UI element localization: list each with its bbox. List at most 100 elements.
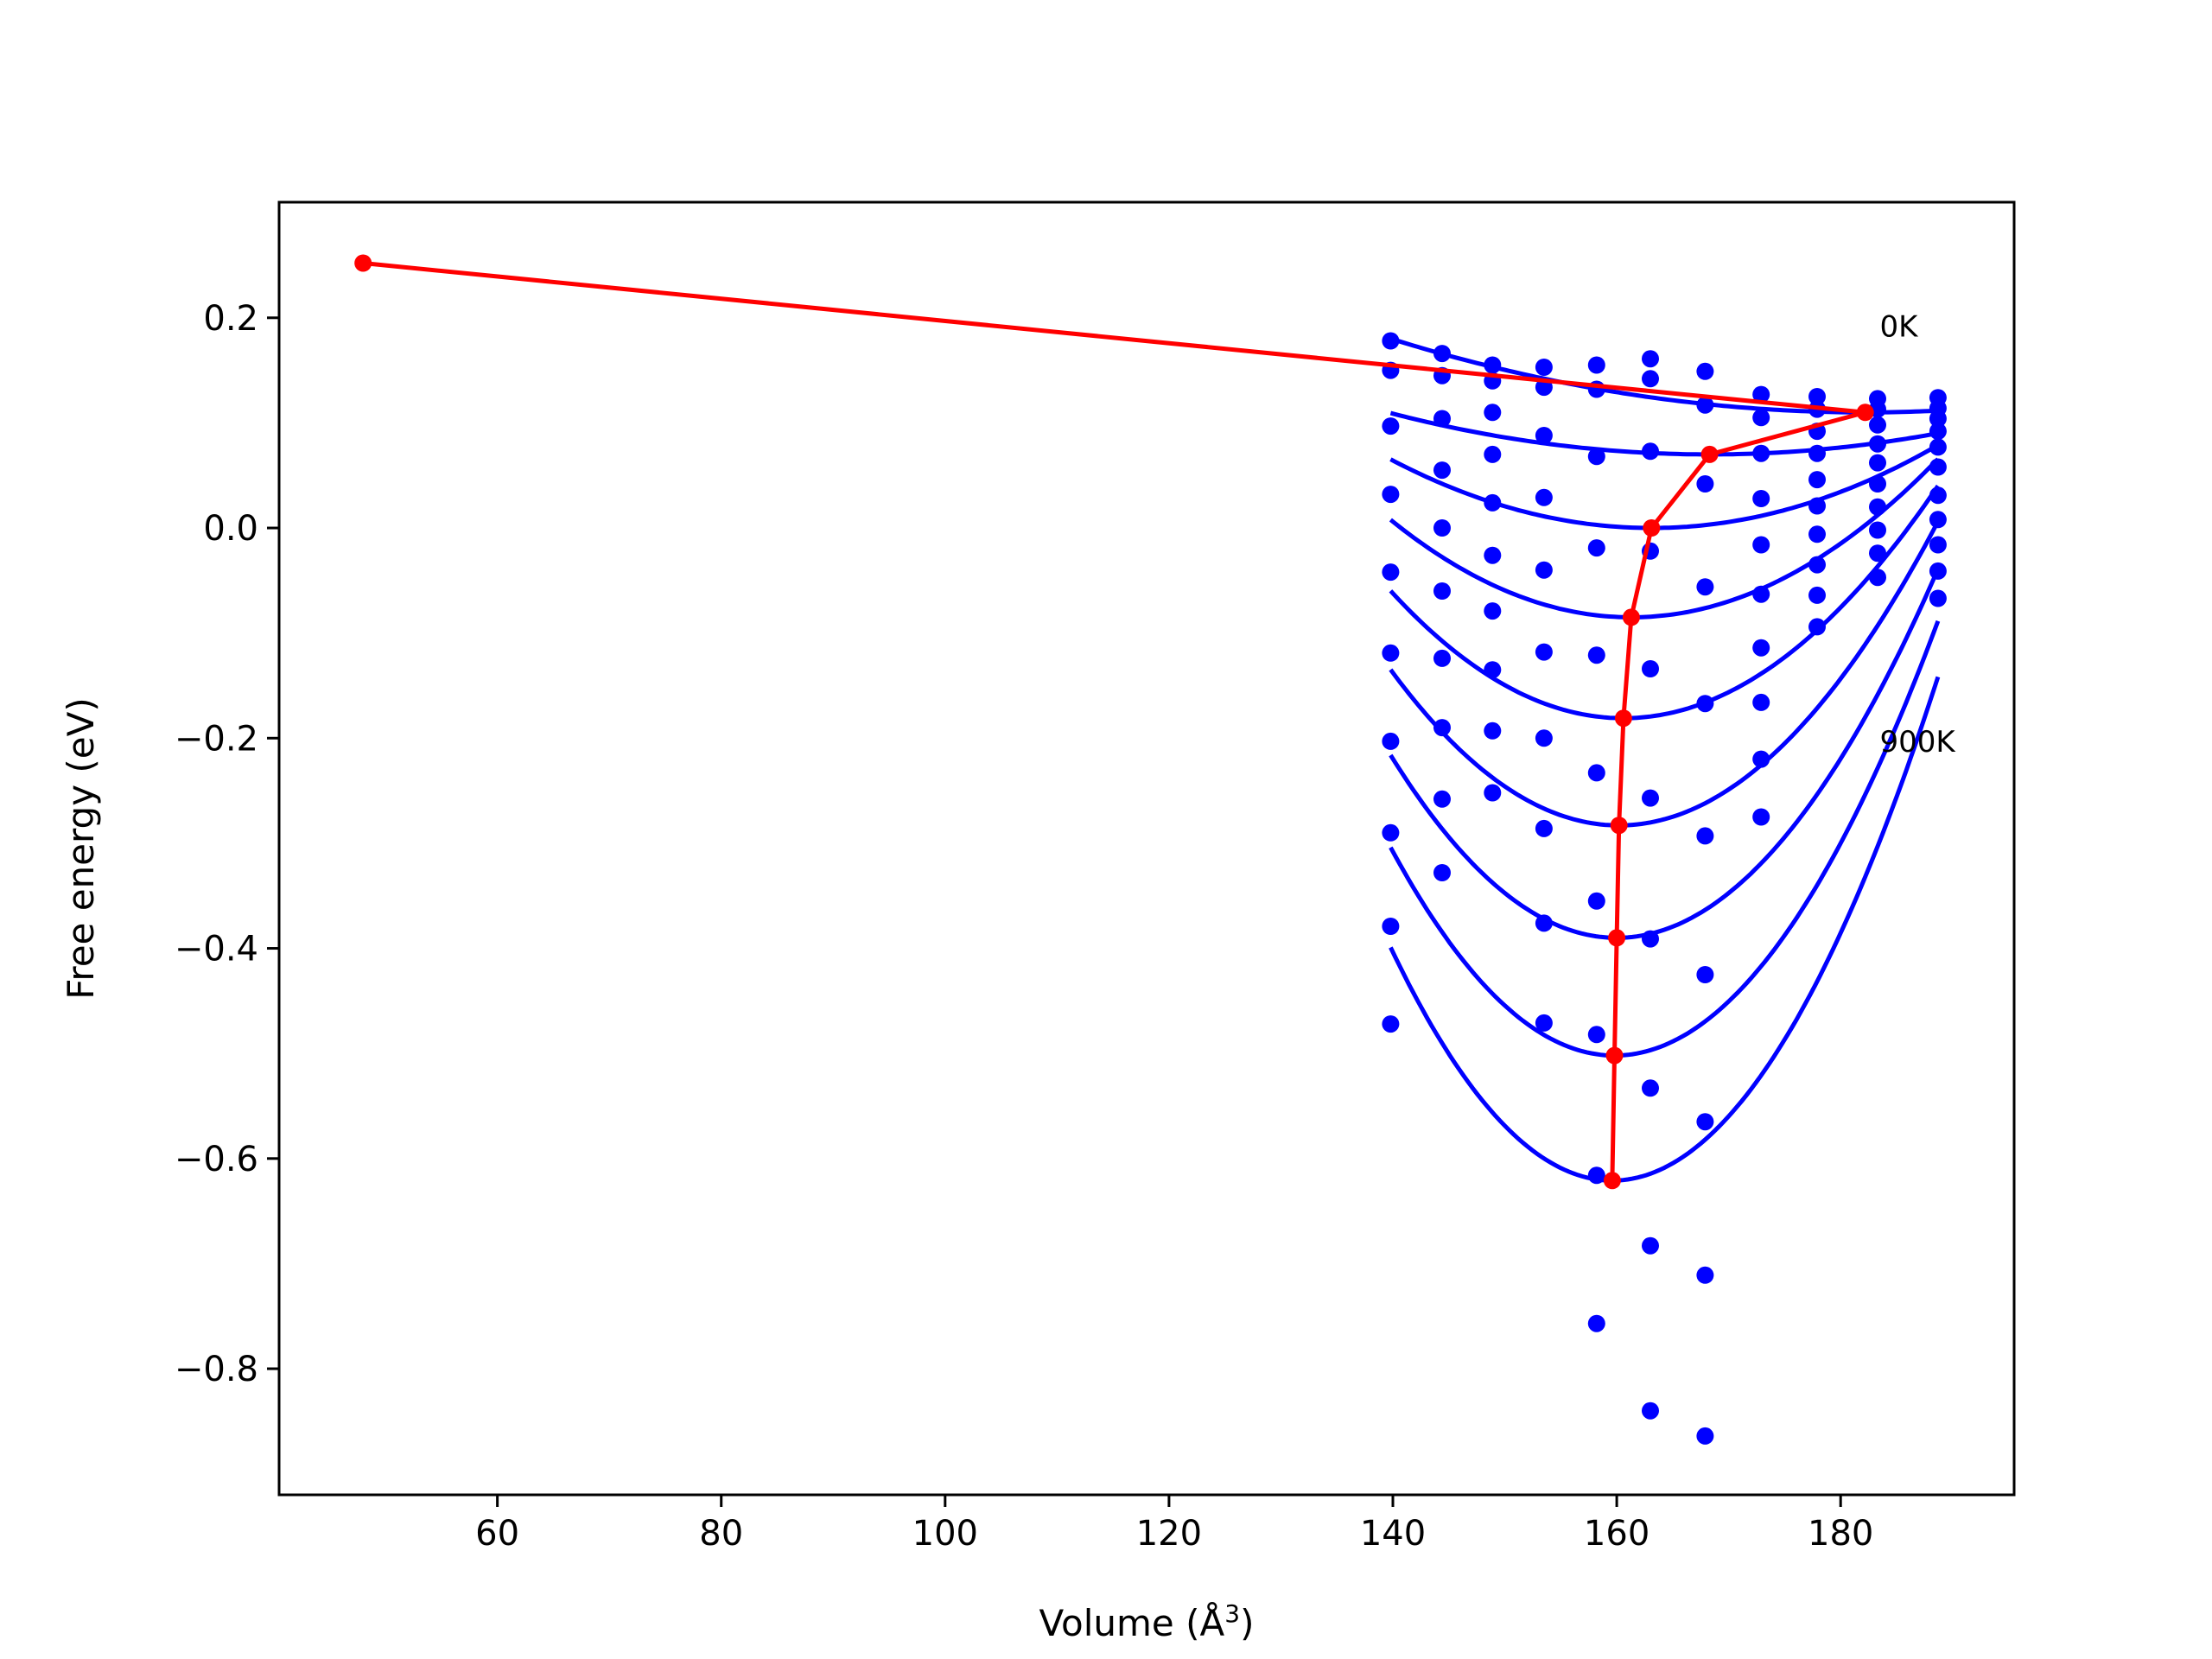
- scatter-point: [1869, 416, 1886, 434]
- x-axis: 60 80 100 120 140 160 180: [475, 1495, 1873, 1554]
- x-tick-label: 80: [699, 1514, 743, 1554]
- scatter-point: [1696, 578, 1714, 596]
- y-tick-label: −0.4: [175, 930, 258, 969]
- scatter-point: [1808, 586, 1826, 604]
- y-tick-label: −0.8: [175, 1350, 258, 1389]
- equilibrium-point: [1700, 445, 1719, 463]
- scatter-point: [1587, 892, 1605, 910]
- scatter-point: [1535, 914, 1553, 932]
- annotation-900K: 900K: [1880, 725, 1957, 760]
- x-axis-label-superscript: 3: [1224, 1599, 1240, 1628]
- scatter-point: [1696, 966, 1714, 983]
- scatter-point: [1587, 764, 1605, 782]
- scatter-point: [1642, 442, 1659, 461]
- scatter-point: [1642, 930, 1659, 948]
- scatter-point: [1433, 649, 1451, 667]
- y-tick-label: 0.2: [203, 299, 258, 339]
- scatter-point: [1484, 356, 1502, 374]
- scatter-point: [1382, 1015, 1400, 1033]
- scatter-point: [1929, 562, 1947, 580]
- scatter-point: [1433, 461, 1451, 480]
- equilibrium-point: [1643, 519, 1661, 537]
- scatter-point: [1752, 639, 1770, 657]
- equilibrium-line: [362, 261, 1868, 1181]
- scatter-point: [1869, 569, 1886, 587]
- scatter-point: [1929, 486, 1947, 505]
- scatter-point: [1696, 827, 1714, 845]
- scatter-point: [1642, 1402, 1659, 1420]
- scatter-point: [1535, 359, 1553, 376]
- scatter-point: [1642, 789, 1659, 807]
- fit-curve-200K: [1389, 443, 1940, 531]
- scatter-point: [1929, 589, 1947, 607]
- y-tick-label: 0.0: [203, 509, 258, 549]
- equilibrium-point: [1610, 817, 1628, 835]
- y-tick-label: −0.6: [175, 1140, 258, 1179]
- scatter-point: [1869, 498, 1886, 516]
- scatter-point: [1696, 695, 1714, 713]
- x-tick-label: 120: [1136, 1514, 1202, 1554]
- scatter-point: [1382, 644, 1400, 662]
- fit-curve-500K: [1389, 520, 1941, 828]
- scatter-point: [1535, 729, 1553, 747]
- scatter-point: [1433, 519, 1451, 537]
- scatter-point: [1484, 445, 1502, 463]
- scatter-point: [1433, 864, 1451, 881]
- scatter-point: [1929, 423, 1947, 441]
- scatter-point: [1808, 556, 1826, 574]
- y-axis-label: Free energy (eV): [60, 697, 102, 1000]
- equilibrium-point: [1608, 929, 1626, 947]
- scatter-point: [1869, 544, 1886, 563]
- scatter-point: [1587, 1026, 1605, 1044]
- scatter-point: [1696, 1427, 1714, 1445]
- scatter-point: [1929, 458, 1947, 476]
- x-tick-label: 100: [912, 1514, 978, 1554]
- scatter-point: [1752, 490, 1770, 507]
- scatter-point: [1869, 454, 1886, 472]
- scatter-point: [1869, 521, 1886, 539]
- fit-curve-600K: [1389, 568, 1941, 940]
- scatter-point: [1433, 790, 1451, 808]
- scatter-point: [1433, 410, 1451, 428]
- x-tick-label: 160: [1584, 1514, 1649, 1554]
- x-tick-label: 60: [475, 1514, 519, 1554]
- scatter-point: [1587, 356, 1605, 374]
- scatter-point: [1433, 345, 1451, 363]
- y-axis: 0.2 0.0 −0.2 −0.4 −0.6 −0.8: [175, 299, 279, 1389]
- scatter-point: [1587, 448, 1605, 466]
- equilibrium-point: [1605, 1046, 1624, 1065]
- fit-curve-100K: [1389, 410, 1939, 457]
- scatter-point: [1929, 536, 1947, 554]
- scatter-point: [1696, 396, 1714, 414]
- scatter-point: [1752, 385, 1770, 404]
- scatter-point: [1642, 350, 1659, 368]
- x-tick-label: 180: [1808, 1514, 1873, 1554]
- scatter-point: [1808, 525, 1826, 543]
- scatter-point: [1535, 1014, 1553, 1032]
- equilibrium-point: [1614, 709, 1632, 728]
- scatter-point: [1808, 497, 1826, 515]
- fit-curve-900K: [1389, 676, 1941, 1183]
- scatter-point: [1929, 438, 1947, 456]
- scatter-point: [1535, 819, 1553, 837]
- fit-curve-400K: [1389, 484, 1940, 721]
- axes-frame: [277, 200, 2016, 1497]
- scatter-point: [1484, 546, 1502, 564]
- x-axis-label-tail: ): [1240, 1602, 1254, 1644]
- scatter-point: [1535, 643, 1553, 661]
- scatter-point: [1696, 362, 1714, 380]
- fit-curve-300K: [1389, 457, 1940, 620]
- scatter-point: [1752, 409, 1770, 427]
- scatter-point: [1484, 404, 1502, 422]
- scatter-point: [1752, 750, 1770, 768]
- scatter-point: [1808, 388, 1826, 405]
- equilibrium-point: [1603, 1172, 1621, 1190]
- scatter-point: [1642, 370, 1659, 388]
- scatter-point: [1433, 719, 1451, 737]
- scatter-point: [1484, 721, 1502, 740]
- scatter-point: [1433, 582, 1451, 600]
- scatter-point: [1642, 660, 1659, 677]
- fit-curve-700K: [1389, 620, 1941, 1058]
